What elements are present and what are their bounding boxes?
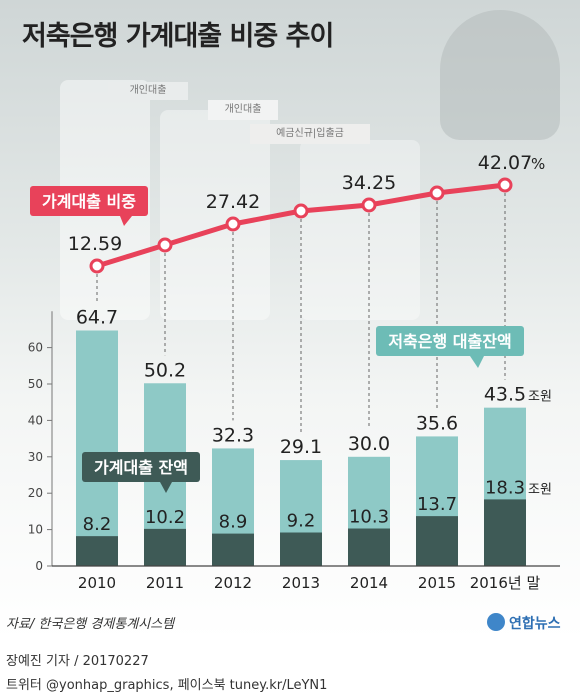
x-tick-label: 2011: [146, 574, 184, 592]
unit-share: %: [531, 155, 545, 173]
share-point: [361, 197, 377, 213]
share-point: [89, 258, 105, 274]
share-point: [225, 216, 241, 232]
household-value-label: 13.7: [417, 494, 457, 515]
x-tick-label: 2014: [350, 574, 388, 592]
household-value-label: 10.3: [349, 507, 389, 528]
legend-share: [30, 186, 148, 216]
logo-icon: [487, 613, 505, 631]
y-tick-label: 20: [28, 486, 43, 500]
share-value-label: 27.42: [206, 191, 260, 213]
y-tick-label: 50: [28, 377, 43, 391]
share-value-label: 34.25: [342, 172, 396, 194]
legend-household: [82, 452, 200, 482]
household-value-label: 9.2: [287, 511, 316, 532]
y-tick-label: 0: [35, 559, 43, 573]
legend-total: [376, 326, 524, 356]
total-value-label: 64.7: [76, 306, 118, 328]
share-value-label: 42.07: [478, 152, 532, 174]
x-tick-label: 2015: [418, 574, 456, 592]
bar-household: [484, 499, 526, 566]
legend-share-tail: [120, 216, 132, 226]
total-value-label: 29.1: [280, 436, 322, 458]
chart-title: 저축은행 가계대출 비중 추이: [22, 21, 334, 52]
total-value-label: 32.3: [212, 424, 254, 446]
share-point: [157, 237, 173, 253]
legend-household-text: 가계대출 잔액: [94, 458, 188, 477]
y-tick-label: 40: [28, 413, 43, 427]
y-tick-label: 60: [28, 341, 43, 355]
y-tick-label: 30: [28, 450, 43, 464]
total-value-label: 30.0: [348, 433, 390, 455]
bg-sign: 개인대출: [208, 100, 278, 120]
legend-share-text: 가계대출 비중: [42, 192, 136, 211]
bar-household: [416, 516, 458, 566]
bg-counter-glass: [160, 110, 270, 320]
x-tick-label: 2016년 말: [470, 574, 541, 592]
bg-counter-glass: [300, 140, 420, 320]
total-value-label: 43.5: [484, 384, 526, 406]
household-value-label: 8.9: [219, 512, 248, 533]
bar-household: [280, 532, 322, 566]
bar-household: [144, 528, 186, 566]
legend-total-text: 저축은행 대출잔액: [388, 332, 511, 351]
total-value-label: 50.2: [144, 359, 186, 381]
x-tick-label: 2013: [282, 574, 320, 592]
bar-household: [76, 536, 118, 566]
social-line: 트위터 @yonhap_graphics, 페이스북 tuney.kr/LeYN…: [6, 678, 328, 693]
bg-sign: 개인대출: [108, 82, 188, 100]
total-value-label: 35.6: [416, 412, 458, 434]
share-point: [293, 203, 309, 219]
share-point: [497, 177, 513, 193]
legend-household-tail: [160, 482, 172, 493]
share-value-label: 12.59: [68, 233, 122, 255]
bar-household: [348, 528, 390, 566]
credit-line: 장예진 기자 / 20170227: [6, 654, 149, 669]
bg-sign: 예금신규|입출금: [250, 124, 370, 144]
share-point: [429, 185, 445, 201]
household-value-label: 10.2: [145, 507, 185, 528]
x-tick-label: 2010: [78, 574, 116, 592]
bar-total: [76, 330, 118, 566]
legend-total-tail: [470, 356, 484, 368]
bg-person-shape: [440, 10, 560, 140]
chart-svg: 0 10 20 30 40 50 60 2010 2011 2012 2013 2014 2015 201…: [6, 152, 561, 632]
x-tick-label: 2012: [214, 574, 252, 592]
household-value-label: 18.3: [485, 477, 525, 498]
y-tick-label: 10: [28, 523, 43, 537]
source-note: 자료/ 한국은행 경제통계시스템: [6, 617, 176, 632]
bar-household: [212, 533, 254, 566]
logo-text: 연합뉴스: [509, 615, 561, 632]
household-value-label: 8.2: [83, 514, 112, 535]
unit-household: 조원: [528, 482, 552, 497]
unit-total: 조원: [528, 390, 552, 405]
